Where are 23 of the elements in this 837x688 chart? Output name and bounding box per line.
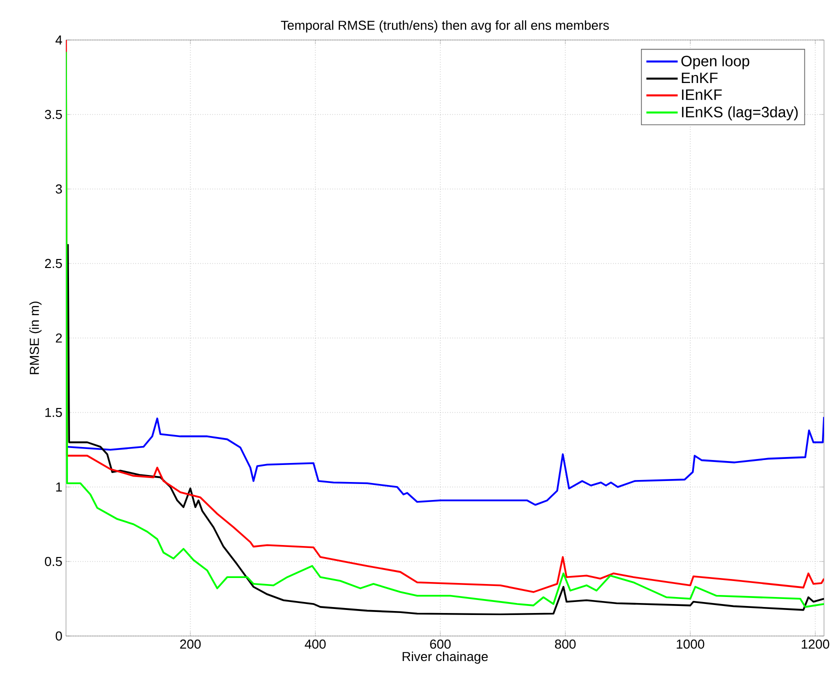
line-series — [66, 243, 824, 616]
x-tick-label: 1000 — [676, 640, 704, 649]
y-tick-label: 0.5 — [44, 556, 62, 566]
y-tick-label: 3 — [56, 184, 62, 194]
x-axis-title: River chainage — [402, 652, 488, 664]
y-tick-label: 2 — [56, 333, 62, 343]
legend-label: EnKF — [682, 72, 718, 84]
x-tick-label: 200 — [180, 640, 201, 649]
y-tick-label: 4 — [56, 36, 62, 44]
y-tick-label: 1.5 — [45, 408, 62, 418]
x-tick-label: 400 — [304, 640, 326, 649]
chart-title: Temporal RMSE (truth/ens) then avg for all ens members — [280, 20, 609, 32]
y-tick-label: 3.5 — [44, 110, 62, 120]
y-tick-label: 2.5 — [45, 258, 62, 268]
y-tick-label: 0 — [56, 631, 62, 641]
x-tick-label: 800 — [555, 640, 576, 649]
x-tick-label: 1200 — [802, 640, 830, 649]
y-tick-label: 1 — [56, 482, 62, 492]
y-axis-title: RMSE (in m) — [29, 302, 42, 374]
x-tick-label: 600 — [430, 640, 451, 649]
legend-label: IEnKS (lag=3day) — [682, 106, 798, 120]
legend-label: IEnKF — [682, 90, 722, 100]
legend-label: Open loop — [681, 55, 750, 70]
